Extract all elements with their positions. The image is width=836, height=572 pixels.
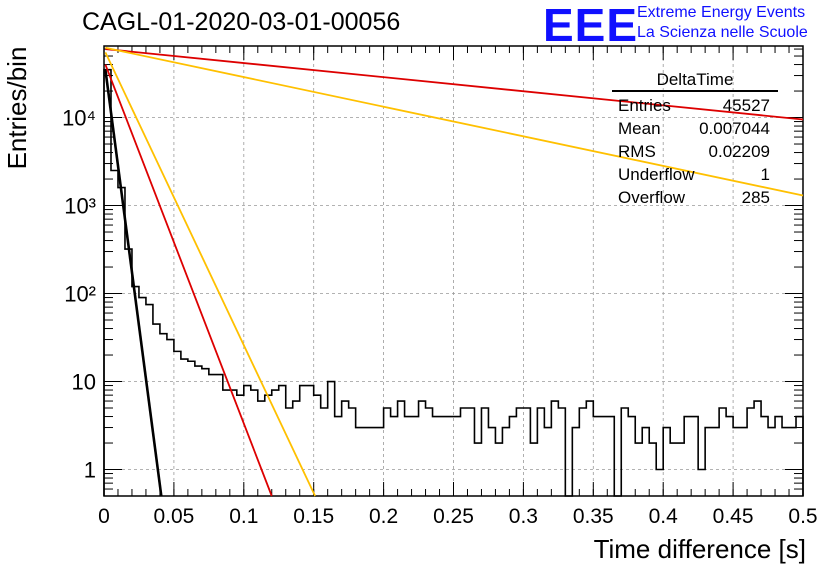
x-tick-label: 0.15 [293,505,334,528]
x-tick-label: 0.3 [509,505,538,528]
y-axis-label: Entries/bin [2,46,32,170]
x-axis-label: Time difference [s] [593,534,806,564]
stats-row-mean: Mean 0.007044 [612,117,778,140]
stats-label: Underflow [618,165,695,184]
stats-value: 0.02209 [708,142,770,161]
stats-row-overflow: Overflow 285 [612,186,778,209]
x-tick-label: 0.05 [153,505,194,528]
fit-curve-4 [105,46,804,197]
y-tick-label: 10⁴ [62,106,96,131]
x-tick-label: 0.5 [788,505,817,528]
fit-curves [104,46,804,497]
x-tick-label: 0 [98,505,110,528]
eee-logo: EEE [543,0,639,51]
chart-title: CAGL-01-2020-03-01-00056 [82,8,401,36]
stats-value: 285 [741,188,770,207]
stats-title: DeltaTime [612,70,778,92]
x-tick-label: 0.45 [713,505,754,528]
x-tick-label: 0.4 [649,505,679,528]
stats-label: RMS [618,142,656,161]
axis-tick-labels: 0 0.05 0.1 0.15 0.2 0.25 0.3 0.35 0.4 0.45 0.5 1 10 1… [62,106,818,528]
stats-label: Overflow [618,188,686,207]
y-tick-label: 10² [64,282,96,307]
stats-box: DeltaTime Entries 45527 Mean 0.007044 RM… [612,70,778,209]
fit-curve-3 [105,48,804,121]
histogram-steps [103,68,804,497]
logo-line-2: La Scienza nelle Scuole [637,24,808,41]
y-tick-label: 1 [84,458,96,483]
x-tick-label: 0.25 [433,505,474,528]
logo-line-1: Extreme Energy Events [637,4,806,21]
y-axis-label-wrap: Entries/bin [2,47,42,170]
fit-curve-0 [104,69,163,497]
stats-row-underflow: Underflow 1 [612,163,778,186]
stats-value: 45527 [722,96,770,115]
y-tick-label: 10³ [64,194,96,219]
stats-label: Entries [618,96,671,115]
x-tick-label: 0.35 [573,505,614,528]
stats-value: 1 [760,165,770,184]
fit-curve-2 [104,51,316,497]
x-tick-label: 0.2 [369,505,398,528]
fit-curve-1 [104,64,273,497]
stats-row-entries: Entries 45527 [612,94,778,117]
stats-row-rms: RMS 0.02209 [612,140,778,163]
x-tick-label: 0.1 [229,505,258,528]
stats-value: 0.007044 [699,119,770,138]
stats-label: Mean [618,119,661,138]
y-tick-label: 10 [72,370,96,395]
